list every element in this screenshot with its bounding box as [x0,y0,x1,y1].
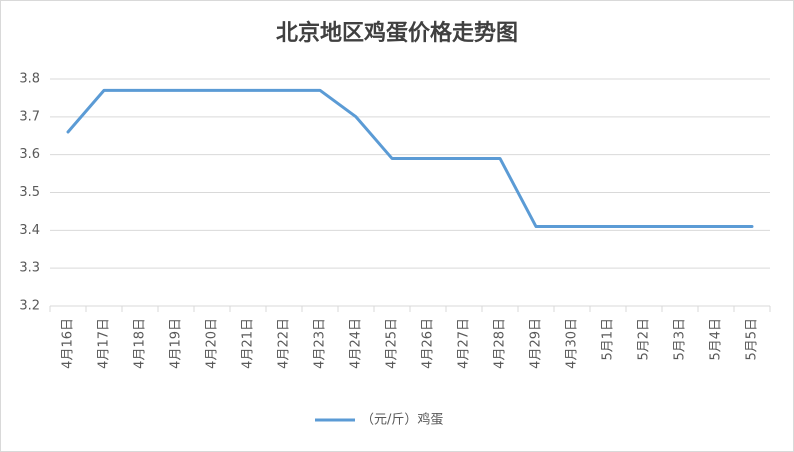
x-tick-label: 4月30日 [565,318,580,369]
x-tick-label: 5月5日 [745,318,760,361]
x-tick-label: 5月1日 [601,318,616,361]
y-tick-label: 3.2 [19,299,40,314]
y-tick-label: 3.4 [19,223,40,238]
x-tick-label: 4月24日 [349,318,364,369]
x-tick-label: 4月28日 [493,318,508,369]
x-tick-label: 5月3日 [673,318,688,361]
x-tick-label: 4月20日 [205,318,220,369]
y-tick-label: 3.8 [19,72,40,87]
x-tick-label: 4月22日 [277,318,292,369]
x-tick-label: 4月21日 [241,318,256,369]
x-tick-label: 4月17日 [97,318,112,369]
x-tick-label: 4月19日 [169,318,184,369]
y-tick-label: 3.5 [19,185,40,200]
line [66,88,754,229]
x-tick-label: 5月2日 [637,318,652,361]
x-tick-label: 5月4日 [709,318,724,361]
x-tick-label: 4月16日 [61,318,76,369]
legend-label: （元/斤）鸡蛋 [361,412,443,428]
x-tick-label: 4月25日 [385,318,400,369]
y-tick-label: 3.3 [19,261,40,276]
x-tick-label: 4月29日 [529,318,544,369]
x-tick-label: 4月26日 [421,318,436,369]
chart-title: 北京地区鸡蛋价格走势图 [276,20,518,46]
y-tick-label: 3.7 [19,109,40,124]
y-tick-label: 3.6 [19,147,40,162]
x-tick-label: 4月18日 [133,318,148,369]
x-tick-label: 4月27日 [457,318,472,369]
x-tick-label: 4月23日 [313,318,328,369]
